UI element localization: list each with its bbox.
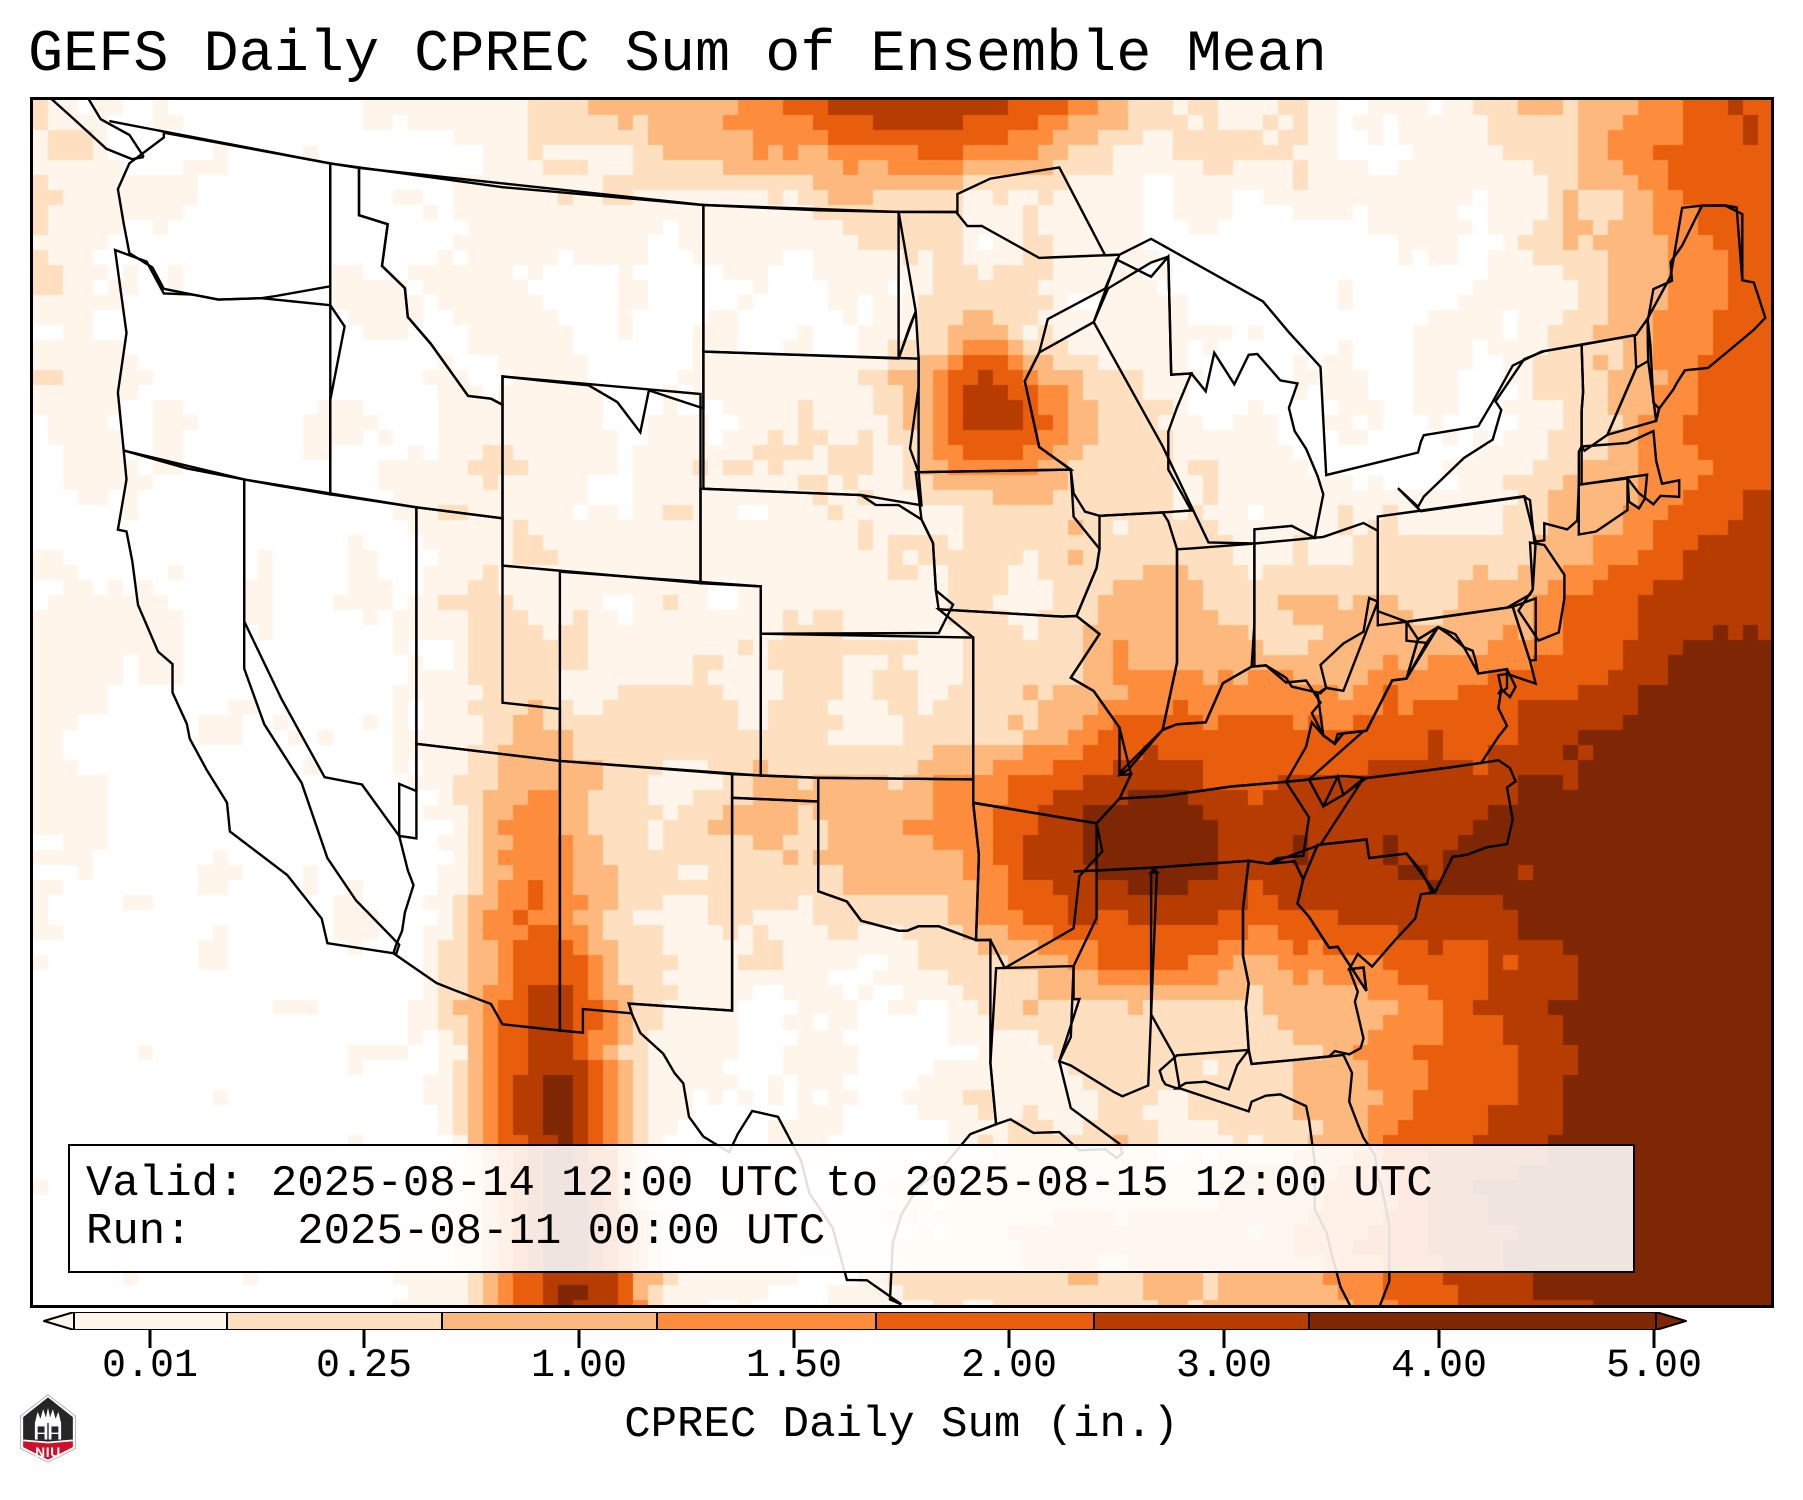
NM — [560, 761, 732, 1033]
TN — [1097, 777, 1364, 871]
CA — [118, 451, 399, 954]
MI — [1094, 257, 1324, 544]
ME — [1648, 206, 1766, 421]
MT — [359, 168, 703, 432]
NY — [1398, 345, 1583, 542]
CO — [560, 572, 761, 776]
NE — [701, 489, 954, 634]
CT — [1579, 478, 1628, 535]
VANCOUVER_ISLAND — [33, 100, 144, 159]
LA — [990, 966, 1122, 1158]
svg-text:NIU: NIU — [35, 1445, 61, 1460]
ID — [330, 163, 502, 518]
IL — [1071, 512, 1177, 775]
OR — [115, 250, 330, 494]
MN — [899, 212, 1120, 472]
KS — [761, 634, 973, 780]
SD — [703, 352, 921, 506]
UT — [416, 507, 560, 761]
WI — [1025, 257, 1192, 516]
OK2 — [818, 778, 979, 940]
WY — [503, 376, 701, 583]
IA — [916, 470, 1100, 617]
NV — [244, 480, 416, 836]
NJ — [1519, 543, 1565, 641]
AR — [973, 803, 1102, 968]
OH — [1254, 523, 1377, 693]
AL — [1151, 861, 1249, 1089]
MS — [1059, 867, 1157, 1096]
MO — [939, 609, 1131, 823]
PA — [1378, 496, 1536, 622]
ND — [703, 205, 915, 359]
IN — [1163, 544, 1255, 730]
AZ — [393, 744, 560, 1031]
